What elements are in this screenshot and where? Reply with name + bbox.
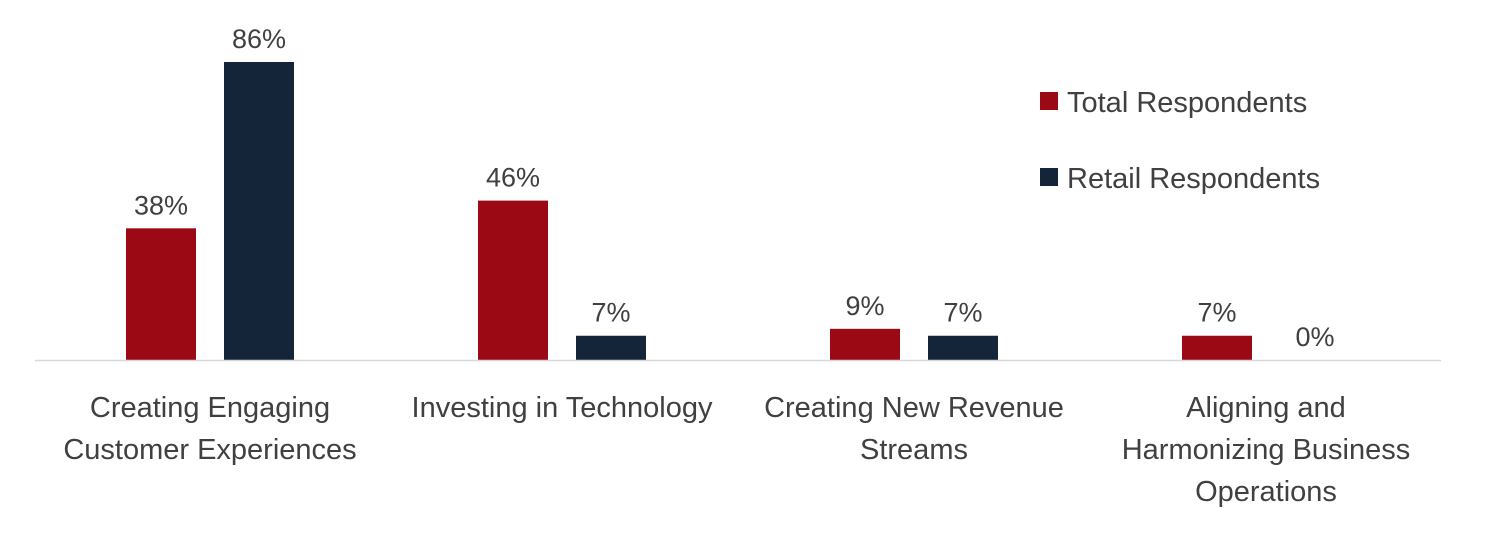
category-label-line: Harmonizing Business — [1122, 434, 1411, 466]
data-labels-layer: 38% 86% 46% 7% 9% 7% 7% 0% — [134, 24, 1335, 352]
data-label-retail-respondents-2: 7% — [943, 298, 982, 328]
bar-total-respondents-0 — [126, 228, 196, 360]
legend-label-retail-respondents: Retail Respondents — [1067, 163, 1320, 195]
category-label-2: Creating New Revenue Streams — [764, 392, 1064, 466]
data-label-total-respondents-2: 9% — [845, 291, 884, 321]
category-label-line: Streams — [860, 434, 968, 466]
category-label-line: Investing in Technology — [412, 392, 713, 424]
legend-label-total-respondents: Total Respondents — [1067, 87, 1307, 119]
legend: Total Respondents Retail Respondents — [1040, 87, 1320, 195]
category-label-1: Investing in Technology — [412, 392, 713, 424]
data-label-retail-respondents-0: 86% — [232, 24, 286, 54]
category-label-line: Operations — [1195, 476, 1337, 508]
bar-total-respondents-1 — [478, 200, 548, 360]
bar-retail-respondents-0 — [224, 62, 294, 360]
data-label-total-respondents-1: 46% — [486, 163, 540, 193]
bar-retail-respondents-1 — [576, 335, 646, 360]
category-label-line: Creating New Revenue — [764, 392, 1064, 424]
legend-swatch-total-respondents — [1040, 92, 1058, 110]
bar-total-respondents-3 — [1182, 335, 1252, 360]
category-label-3: Aligning and Harmonizing Business Operatio… — [1122, 392, 1411, 508]
bar-retail-respondents-2 — [928, 335, 998, 360]
legend-swatch-retail-respondents — [1040, 168, 1058, 186]
category-label-0: Creating Engaging Customer Experiences — [63, 392, 356, 466]
data-label-retail-respondents-3: 0% — [1295, 322, 1334, 352]
bar-total-respondents-2 — [830, 328, 900, 360]
category-labels-layer: Creating Engaging Customer Experiences Inv… — [63, 392, 1410, 508]
category-label-line: Customer Experiences — [63, 434, 356, 466]
data-label-retail-respondents-1: 7% — [591, 298, 630, 328]
bars-layer — [126, 62, 1252, 360]
data-label-total-respondents-3: 7% — [1197, 298, 1236, 328]
data-label-total-respondents-0: 38% — [134, 190, 188, 220]
category-label-line: Creating Engaging — [90, 392, 330, 424]
category-label-line: Aligning and — [1186, 392, 1346, 424]
